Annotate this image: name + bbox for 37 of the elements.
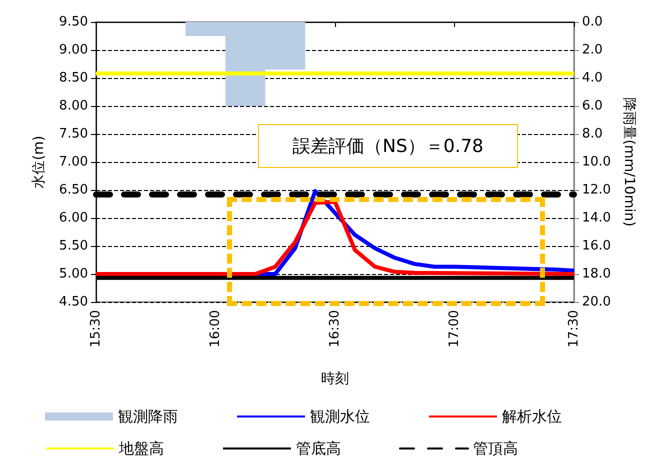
x-tick-label: 16:30	[328, 310, 342, 348]
legend-label: 解析水位	[502, 408, 562, 426]
x-axis-title: 時刻	[321, 371, 349, 387]
y-tick-label: 7.00	[59, 154, 88, 170]
y-axis-title: 水位(m)	[31, 136, 47, 188]
legend-label: 観測降雨	[118, 408, 178, 426]
y2-tick-label: 6.0	[582, 98, 603, 114]
y-tick-label: 9.00	[59, 42, 88, 58]
legend-label: 管頂高	[473, 440, 518, 458]
y-tick-label: 8.00	[59, 98, 88, 114]
y2-tick-label: 12.0	[582, 182, 611, 198]
y2-tick-label: 10.0	[582, 154, 611, 170]
y2-tick-label: 0.0	[582, 14, 603, 30]
y2-axis-title: 降雨量(mm/10min)	[621, 97, 637, 227]
y-tick-label: 5.50	[59, 238, 88, 254]
y2-tick-label: 2.0	[582, 42, 603, 58]
y2-tick-label: 14.0	[582, 210, 611, 226]
y-tick-label: 8.50	[59, 70, 88, 86]
y-tick-label: 5.00	[59, 266, 88, 282]
x-tick-label: 15:30	[88, 310, 104, 348]
y2-tick-label: 16.0	[582, 238, 611, 254]
y-tick-label: 7.50	[59, 126, 88, 142]
x-tick-label: 17:00	[447, 310, 462, 348]
text-box: 誤差評価（NS）＝0.78	[258, 124, 518, 168]
y2-tick-label: 18.0	[582, 266, 611, 282]
x-tick-label: 16:00	[208, 310, 223, 348]
y-tick-label: 6.50	[59, 182, 88, 198]
y2-tick-label: 20.0	[582, 294, 611, 310]
legend-label: 観測水位	[310, 408, 370, 426]
legend-label: 地盤高	[118, 440, 164, 458]
y2-tick-label: 4.0	[582, 70, 603, 86]
y-tick-label: 4.50	[59, 294, 88, 310]
y-tick-label: 9.50	[59, 14, 88, 30]
x-tick-label: 17:30	[566, 310, 582, 348]
y2-tick-label: 8.0	[582, 126, 603, 142]
y-tick-label: 6.00	[59, 210, 88, 226]
legend-label: 管底高	[296, 440, 341, 458]
